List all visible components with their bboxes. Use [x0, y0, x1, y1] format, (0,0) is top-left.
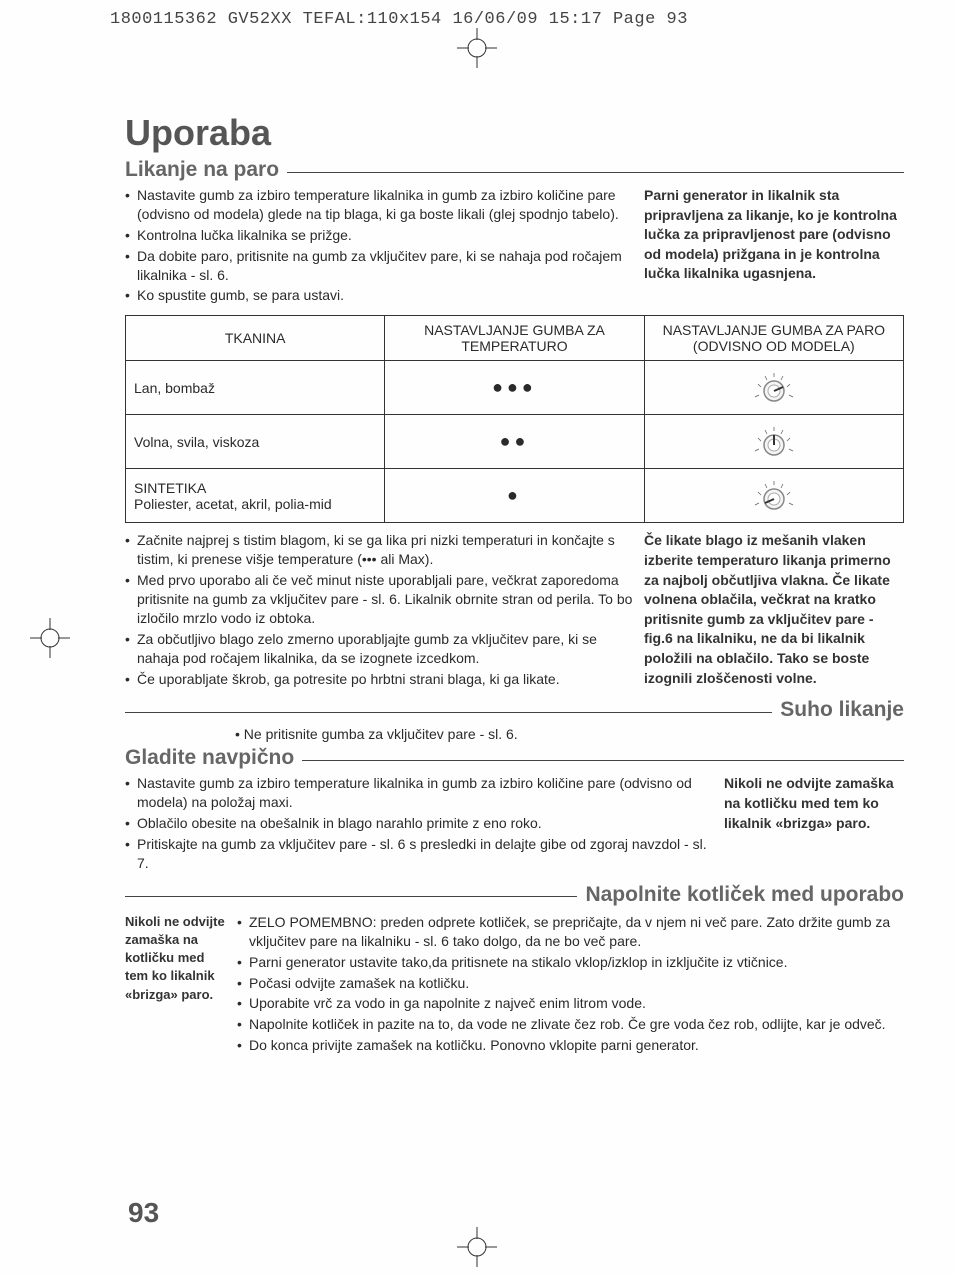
- dial-low-icon: [745, 475, 803, 513]
- fabric-cell: Volna, svila, viskoza: [126, 415, 385, 469]
- bullet-item: Počasi odvijte zamašek na kotličku.: [237, 974, 904, 993]
- table-header: NASTAVLJANJE GUMBA ZA TEMPERATURO: [385, 316, 644, 361]
- page-number: 93: [128, 1197, 159, 1229]
- section-heading-label: Napolnite kotliček med uporabo: [585, 883, 904, 907]
- bullet-item: Začnite najprej s tistim blagom, ki se g…: [125, 531, 638, 569]
- heading-rule: [302, 760, 904, 761]
- table-row: Lan, bombaž ●●●: [126, 361, 904, 415]
- bullet-item: ZELO POMEMBNO: preden odprete kotliček, …: [237, 913, 904, 951]
- temp-dots: ●●: [385, 415, 644, 469]
- bullet-item: Uporabite vrč za vodo in ga napolnite z …: [237, 994, 904, 1013]
- table-row: SINTETIKA Poliester, acetat, akril, poli…: [126, 469, 904, 523]
- heading-rule: [287, 172, 904, 173]
- tips-bullets: Začnite najprej s tistim blagom, ki se g…: [125, 531, 638, 688]
- fabric-cell: Lan, bombaž: [126, 361, 385, 415]
- crop-mark-left-icon: [30, 618, 70, 658]
- bullet-item: Da dobite paro, pritisnite na gumb za vk…: [125, 247, 638, 285]
- section-refill-heading: Napolnite kotliček med uporabo: [125, 883, 904, 907]
- bullet-item: Nastavite gumb za izbiro temperature lik…: [125, 186, 638, 224]
- crop-mark-bottom-icon: [457, 1227, 497, 1267]
- dial-mid-icon: [745, 421, 803, 459]
- fabric-cell: SINTETIKA Poliester, acetat, akril, poli…: [126, 469, 385, 523]
- bullet-item: Do konca privijte zamašek na kotličku. P…: [237, 1036, 904, 1055]
- section-vertical-body: Nastavite gumb za izbiro temperature lik…: [125, 774, 904, 874]
- bullet-item: Če uporabljate škrob, ga potresite po hr…: [125, 670, 638, 689]
- page-container: 1800115362 GV52XX TEFAL:110x154 16/06/09…: [0, 0, 954, 1275]
- content-area: Uporaba Likanje na paro Nastavite gumb z…: [125, 112, 904, 1057]
- section-dry-ironing-heading: Suho likanje: [125, 698, 904, 722]
- steam-bullets: Nastavite gumb za izbiro temperature lik…: [125, 186, 638, 305]
- refill-side-note: Nikoli ne odvijte zamaška na kotličku me…: [125, 913, 225, 1004]
- section-tips-body: Začnite najprej s tistim blagom, ki se g…: [125, 531, 904, 690]
- steam-dial-cell: [644, 469, 903, 523]
- section-refill-body: Nikoli ne odvijte zamaška na kotličku me…: [125, 913, 904, 1057]
- bullet-item: Ko spustite gumb, se para ustavi.: [125, 286, 638, 305]
- section-steam-ironing-heading: Likanje na paro: [125, 158, 904, 182]
- section-steam-ironing-body: Nastavite gumb za izbiro temperature lik…: [125, 186, 904, 307]
- refill-bullets: ZELO POMEMBNO: preden odprete kotliček, …: [237, 913, 904, 1055]
- crop-mark-top-icon: [457, 28, 497, 68]
- bullet-item: Kontrolna lučka likalnika se prižge.: [125, 226, 638, 245]
- table-header: TKANINA: [126, 316, 385, 361]
- dial-high-icon: [745, 367, 803, 405]
- section-heading-label: Suho likanje: [780, 698, 904, 722]
- crop-header-text: 1800115362 GV52XX TEFAL:110x154 16/06/09…: [110, 10, 688, 29]
- bullet-item: Parni generator ustavite tako,da pritisn…: [237, 953, 904, 972]
- fabric-label-sub: Poliester, acetat, akril, polia-mid: [134, 496, 332, 512]
- section-heading-label: Gladite navpično: [125, 746, 294, 770]
- tips-side-note: Če likate blago iz mešanih vlaken izberi…: [644, 531, 904, 688]
- heading-rule: [125, 896, 577, 897]
- bullet-item: Oblačilo obesite na obešalnik in blago n…: [125, 814, 718, 833]
- temp-dots: ●: [385, 469, 644, 523]
- vertical-side-note: Nikoli ne odvijte zamaška na kotličku me…: [724, 774, 904, 833]
- steam-dial-cell: [644, 415, 903, 469]
- page-title: Uporaba: [125, 112, 904, 154]
- temp-dots: ●●●: [385, 361, 644, 415]
- bullet-item: Napolnite kotliček in pazite na to, da v…: [237, 1015, 904, 1034]
- heading-rule: [125, 712, 772, 713]
- steam-dial-cell: [644, 361, 903, 415]
- dry-iron-bullet: • Ne pritisnite gumba za vključitev pare…: [235, 726, 904, 742]
- table-header: NASTAVLJANJE GUMBA ZA PARO (ODVISNO OD M…: [644, 316, 903, 361]
- bullet-item: Pritiskajte na gumb za vključitev pare -…: [125, 835, 718, 873]
- fabric-table: TKANINA NASTAVLJANJE GUMBA ZA TEMPERATUR…: [125, 315, 904, 523]
- fabric-label-strong: SINTETIKA: [134, 480, 206, 496]
- vertical-bullets: Nastavite gumb za izbiro temperature lik…: [125, 774, 718, 872]
- steam-side-note: Parni generator in likalnik sta pripravl…: [644, 186, 904, 284]
- section-vertical-heading: Gladite navpično: [125, 746, 904, 770]
- bullet-item: Med prvo uporabo ali če več minut niste …: [125, 571, 638, 628]
- bullet-item: Nastavite gumb za izbiro temperature lik…: [125, 774, 718, 812]
- table-header-row: TKANINA NASTAVLJANJE GUMBA ZA TEMPERATUR…: [126, 316, 904, 361]
- table-row: Volna, svila, viskoza ●●: [126, 415, 904, 469]
- section-heading-label: Likanje na paro: [125, 158, 279, 182]
- bullet-item: Za občutljivo blago zelo zmerno uporablj…: [125, 630, 638, 668]
